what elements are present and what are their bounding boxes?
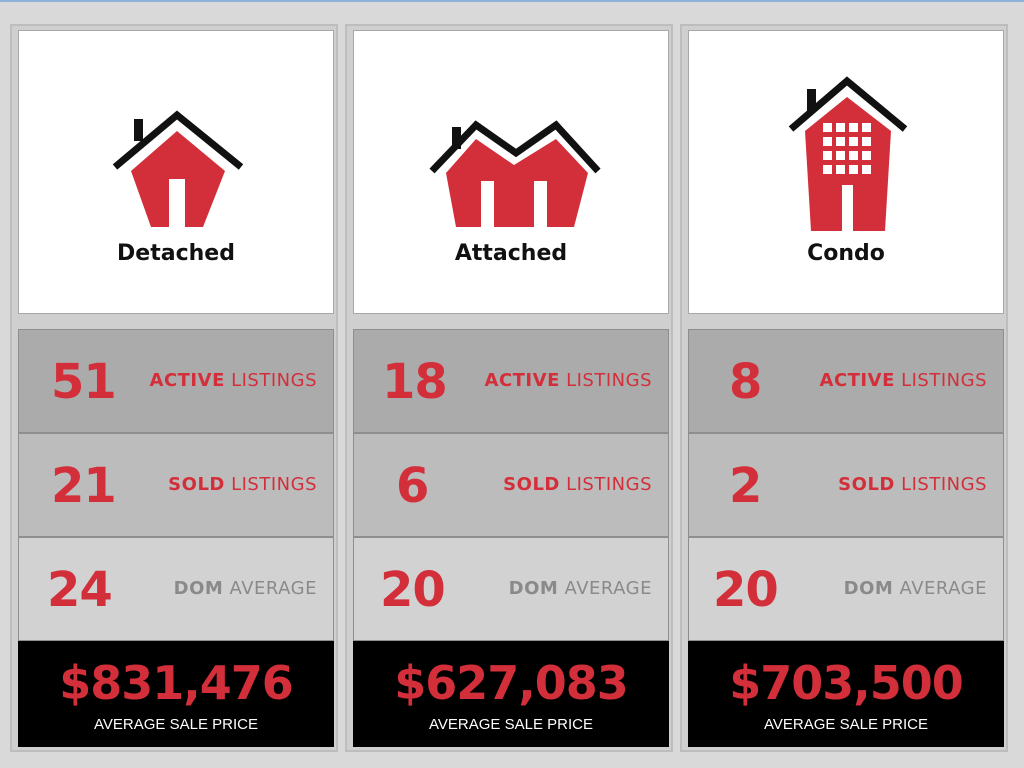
active-listings-count: 8 [729,354,762,410]
detached-column: Detached 51 ACTIVE LISTINGS 21 SOLD LIST… [10,24,338,752]
sold-listings-count: 2 [729,458,762,514]
sold-listings-count: 6 [396,458,429,514]
average-sale-price-panel: $831,476 AVERAGE SALE PRICE [18,641,334,747]
active-listings-label: ACTIVE LISTINGS [819,370,987,391]
average-sale-price-panel: $703,500 AVERAGE SALE PRICE [688,641,1004,747]
dom-average-value: 20 [380,562,446,618]
average-sale-price-panel: $627,083 AVERAGE SALE PRICE [353,641,669,747]
dom-average-value: 24 [47,562,113,618]
detached-house-icon [112,110,244,227]
dom-average-label: DOM AVERAGE [508,578,652,599]
sold-listings-row: 21 SOLD LISTINGS [18,433,334,537]
sold-listings-row: 6 SOLD LISTINGS [353,433,669,537]
dom-average-row: 20 DOM AVERAGE [353,537,669,641]
active-listings-label: ACTIVE LISTINGS [149,370,317,391]
dom-average-value: 20 [713,562,779,618]
sold-listings-label: SOLD LISTINGS [168,474,317,495]
property-type-title: Attached [454,241,568,266]
average-sale-price-caption: AVERAGE SALE PRICE [94,716,258,733]
top-accent-line [0,0,1024,2]
dom-average-row: 24 DOM AVERAGE [18,537,334,641]
condo-column: Condo 8 ACTIVE LISTINGS 2 SOLD LISTINGS … [680,24,1008,752]
average-sale-price: $831,476 [59,656,294,710]
property-type-card: Condo [688,30,1004,314]
dom-average-label: DOM AVERAGE [843,578,987,599]
active-listings-count: 18 [382,354,448,410]
active-listings-count: 51 [51,354,117,410]
active-listings-label: ACTIVE LISTINGS [484,370,652,391]
active-listings-row: 8 ACTIVE LISTINGS [688,329,1004,433]
active-listings-row: 18 ACTIVE LISTINGS [353,329,669,433]
property-type-card: Detached [18,30,334,314]
attached-house-icon [429,120,601,227]
condo-building-icon [788,76,908,231]
sold-listings-count: 21 [51,458,117,514]
average-sale-price-caption: AVERAGE SALE PRICE [764,716,928,733]
average-sale-price: $703,500 [729,656,964,710]
sold-listings-label: SOLD LISTINGS [838,474,987,495]
active-listings-row: 51 ACTIVE LISTINGS [18,329,334,433]
average-sale-price: $627,083 [394,656,629,710]
property-type-title: Condo [807,241,885,266]
dom-average-row: 20 DOM AVERAGE [688,537,1004,641]
property-type-card: Attached [353,30,669,314]
sold-listings-row: 2 SOLD LISTINGS [688,433,1004,537]
property-type-title: Detached [117,241,235,266]
average-sale-price-caption: AVERAGE SALE PRICE [429,716,593,733]
dom-average-label: DOM AVERAGE [173,578,317,599]
sold-listings-label: SOLD LISTINGS [503,474,652,495]
attached-column: Attached 18 ACTIVE LISTINGS 6 SOLD LISTI… [345,24,673,752]
